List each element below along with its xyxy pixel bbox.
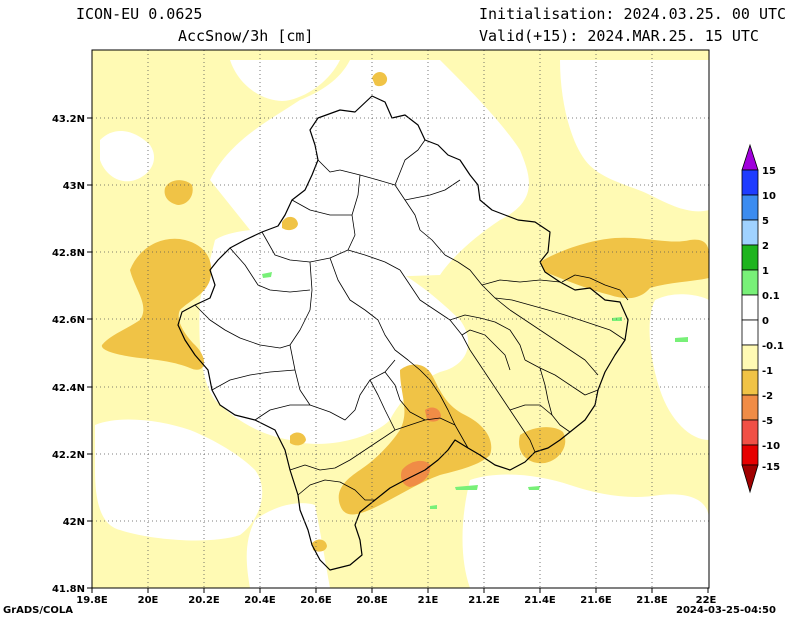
y-tick-label: 41.8N bbox=[52, 584, 85, 595]
colorbar-box bbox=[741, 169, 759, 196]
zero-area-south bbox=[246, 503, 330, 588]
tick-marks bbox=[87, 117, 709, 593]
x-tick-label: 19.8E bbox=[76, 595, 108, 606]
colorbar-box bbox=[741, 319, 759, 346]
colorbar-arrow-bottom bbox=[741, 464, 759, 494]
colorbar-label: 0.1 bbox=[762, 291, 780, 302]
y-tick-label: 42.8N bbox=[52, 248, 85, 259]
colorbar-label: -1 bbox=[762, 366, 773, 377]
melt-area-sw-spot bbox=[290, 432, 306, 446]
gridlines bbox=[92, 50, 709, 588]
color-bar bbox=[741, 143, 759, 494]
colorbar-label: 2 bbox=[762, 241, 769, 252]
snow-spot-6 bbox=[675, 337, 688, 342]
valid-time: Valid(+15): 2024.MAR.25. 15 UTC bbox=[479, 27, 759, 45]
zero-area-east bbox=[560, 60, 709, 212]
melt-area-east bbox=[540, 237, 709, 299]
x-tick-label: 21.2E bbox=[468, 595, 500, 606]
colorbar-box bbox=[741, 269, 759, 296]
colorbar-box bbox=[741, 219, 759, 246]
snow-spot-1 bbox=[262, 272, 272, 278]
x-tick-label: 20.4E bbox=[244, 595, 276, 606]
snow-spot-2 bbox=[455, 485, 478, 490]
init-time: Initialisation: 2024.03.25. 00 UTC bbox=[479, 5, 787, 23]
colorbar-label: -10 bbox=[762, 441, 780, 452]
country-border bbox=[177, 95, 629, 571]
y-tick-label: 42.2N bbox=[52, 450, 85, 461]
x-tick-label: 20.2E bbox=[188, 595, 220, 606]
colorbar-box bbox=[741, 194, 759, 221]
x-tick-label: 21.8E bbox=[636, 595, 668, 606]
y-tick-label: 43N bbox=[63, 181, 85, 192]
zero-area-top bbox=[230, 60, 340, 101]
colorbar-box bbox=[741, 344, 759, 371]
zero-area-southwest bbox=[95, 419, 263, 541]
colorbar-box bbox=[741, 294, 759, 321]
x-tick-label: 22E bbox=[696, 595, 717, 606]
melt-area-north-spot bbox=[372, 72, 388, 87]
melt-area-south-central bbox=[338, 364, 492, 515]
x-tick-label: 20.8E bbox=[356, 595, 388, 606]
colorbar-label: -15 bbox=[762, 462, 780, 473]
field-title: AccSnow/3h [cm] bbox=[178, 27, 314, 45]
colorbar-box bbox=[741, 394, 759, 421]
zero-area-center bbox=[199, 229, 469, 444]
colorbar-label: -0.1 bbox=[762, 341, 784, 352]
y-tick-label: 42N bbox=[63, 517, 85, 528]
melt-area-orange-south bbox=[400, 460, 431, 487]
model-title: ICON-EU 0.0625 bbox=[76, 5, 203, 23]
x-tick-label: 20.6E bbox=[300, 595, 332, 606]
colorbar-box bbox=[741, 244, 759, 271]
colorbar-label: 15 bbox=[762, 166, 776, 177]
colorbar-label: 10 bbox=[762, 191, 776, 202]
melt-area-ne-spot bbox=[282, 216, 298, 231]
municipal-boundaries bbox=[194, 139, 629, 501]
x-tick-label: 20E bbox=[138, 595, 159, 606]
x-tick-label: 21.6E bbox=[580, 595, 612, 606]
zero-area-east-middle bbox=[649, 294, 709, 440]
x-tick-label: 21.4E bbox=[524, 595, 556, 606]
software-credit: GrADS/COLA bbox=[3, 605, 73, 616]
snow-spot-3 bbox=[528, 486, 540, 490]
colorbar-arrow-top bbox=[741, 143, 759, 171]
y-tick-label: 42.6N bbox=[52, 315, 85, 326]
colorbar-label: 5 bbox=[762, 216, 769, 227]
zero-area-northwest bbox=[100, 130, 155, 182]
colorbar-label: -2 bbox=[762, 391, 773, 402]
melt-area-northwest-spot bbox=[164, 180, 193, 205]
colorbar-label: 1 bbox=[762, 266, 769, 277]
colorbar-label: -5 bbox=[762, 416, 773, 427]
x-tick-label: 21E bbox=[418, 595, 439, 606]
zero-area-southeast bbox=[462, 474, 709, 588]
render-timestamp: 2024-03-25-04:50 bbox=[676, 605, 776, 616]
y-tick-label: 42.4N bbox=[52, 383, 85, 394]
y-tick-label: 43.2N bbox=[52, 114, 85, 125]
colorbar-box bbox=[741, 369, 759, 396]
colorbar-label: 0 bbox=[762, 316, 769, 327]
colorbar-box bbox=[741, 419, 759, 446]
snow-spot-4 bbox=[430, 505, 437, 509]
colorbar-box bbox=[741, 444, 759, 466]
melt-area-southeast bbox=[519, 427, 566, 464]
